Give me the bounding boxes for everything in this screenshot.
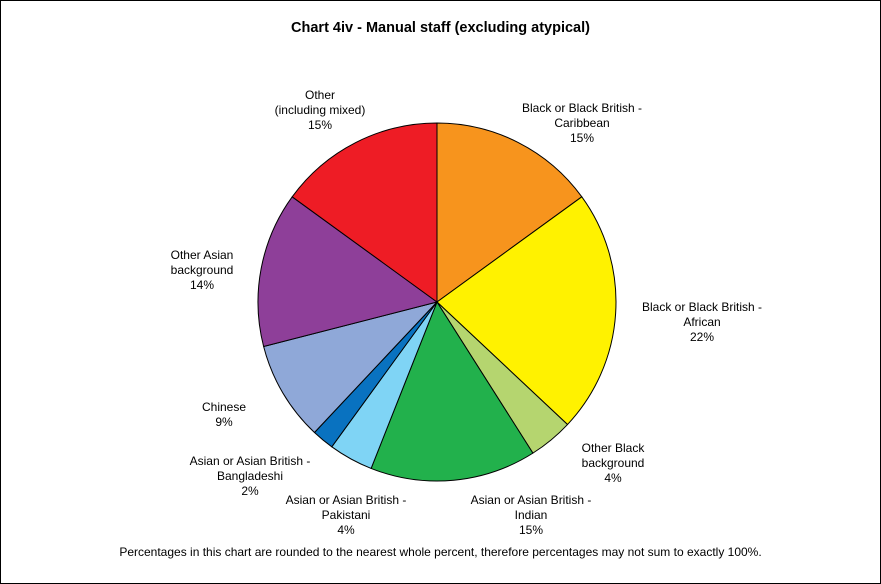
slice-percent: 9%: [215, 415, 233, 429]
slice-label-line: background: [581, 456, 645, 470]
pie-slice: [257, 196, 438, 348]
slice-label-line: Asian or Asian British -: [285, 493, 407, 507]
slice-label: Black or Black British - Caribbean 15%: [482, 101, 682, 146]
slice-percent: 22%: [689, 330, 715, 344]
slice-label-line: Asian or Asian British -: [189, 454, 311, 468]
slice-percent: 4%: [337, 523, 355, 537]
slice-label: Asian or Asian British - Indian 15%: [431, 493, 631, 538]
pie-slice: [263, 301, 438, 433]
pie-slice: [436, 122, 583, 303]
slice-label-line: Chinese: [201, 400, 247, 414]
slice-label-line: (including mixed): [274, 103, 366, 117]
slice-percent: 15%: [518, 523, 544, 537]
slice-label: Other (including mixed) 15%: [220, 88, 420, 133]
slice-label-line: Asian or Asian British -: [470, 493, 592, 507]
slice-label: Chinese 9%: [124, 400, 324, 430]
slice-label-line: Bangladeshi: [216, 469, 284, 483]
slice-label: Asian or Asian British - Pakistani 4%: [246, 493, 446, 538]
slice-percent: 4%: [604, 471, 622, 485]
pie-slice: [291, 122, 438, 303]
slice-label-line: Other Black: [581, 441, 645, 455]
slice-label-line: African: [683, 315, 721, 329]
slice-label-line: Pakistani: [321, 508, 371, 522]
slice-label: Asian or Asian British - Bangladeshi 2%: [150, 454, 350, 499]
slice-percent: 15%: [307, 118, 333, 132]
chart-title: Chart 4iv - Manual staff (excluding atyp…: [291, 20, 590, 36]
slice-percent: 14%: [189, 278, 215, 292]
chart-footnote: Percentages in this chart are rounded to…: [119, 545, 762, 559]
slice-label-line: Indian: [514, 508, 548, 522]
slice-label-line: Caribbean: [554, 116, 610, 130]
slice-percent: 15%: [569, 131, 595, 145]
slice-label-line: Black or Black British -: [641, 300, 763, 314]
slice-label-line: background: [170, 263, 234, 277]
slice-label: Other Asian background 14%: [102, 248, 302, 293]
slice-label: Other Black background 4%: [513, 441, 713, 486]
slice-label-line: Black or Black British -: [521, 101, 643, 115]
slice-label-line: Other: [304, 88, 335, 102]
pie-slice: [370, 301, 534, 482]
slice-label: Black or Black British - African 22%: [602, 300, 802, 345]
slice-percent: 2%: [241, 484, 259, 498]
pie-slice: [436, 196, 617, 426]
slice-label-line: Other Asian: [170, 248, 234, 262]
